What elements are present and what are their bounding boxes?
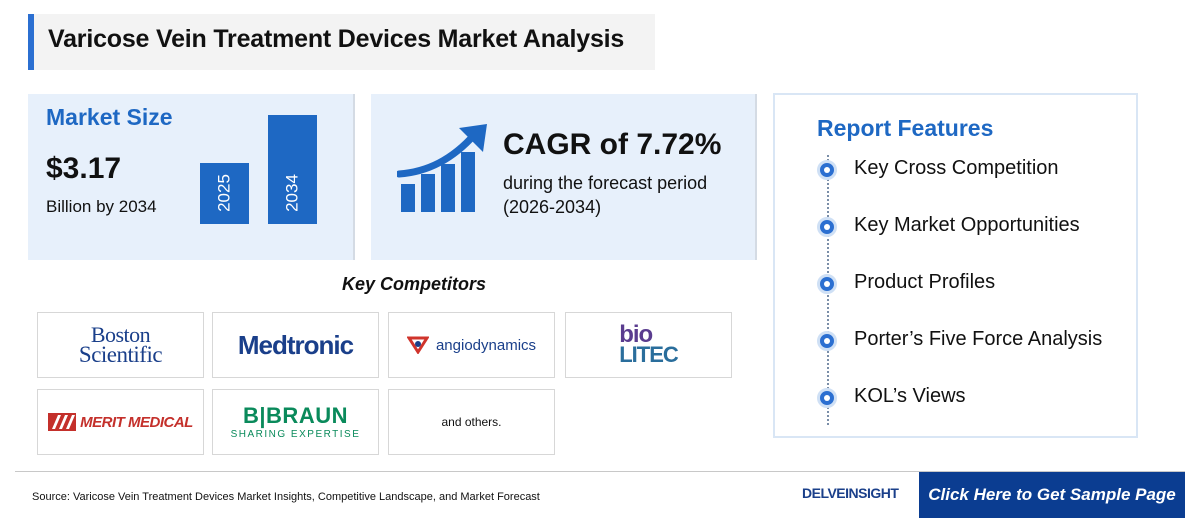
logo-merit-medical: MERIT MEDICAL	[37, 389, 204, 455]
source-note: Source: Varicose Vein Treatment Devices …	[32, 491, 540, 503]
feature-label: Product Profiles	[854, 271, 996, 293]
bar-2034: 2034	[268, 115, 317, 224]
feature-label: Key Cross Competition	[854, 157, 1059, 179]
bullet-icon	[817, 217, 837, 237]
bar-label-2025: 2025	[214, 174, 234, 212]
feature-label: Key Market Opportunities	[854, 214, 1080, 236]
delveinsight-logo[interactable]: DELVEINSIGHT	[802, 485, 899, 501]
footer-divider	[15, 471, 1185, 472]
feature-label: KOL’s Views	[854, 385, 966, 407]
report-features-heading: Report Features	[817, 115, 994, 141]
market-size-heading: Market Size	[46, 104, 173, 130]
others-label: and others.	[441, 415, 502, 429]
bar-2025: 2025	[200, 163, 249, 224]
medtronic-wordmark: Medtronic	[237, 329, 354, 360]
angiodynamics-wordmark: angiodynamics	[435, 336, 537, 354]
sample-page-button[interactable]: Click Here to Get Sample Page	[919, 472, 1185, 518]
bbraun-tagline: SHARING EXPERTISE	[230, 428, 361, 440]
cagr-subtext: during the forecast period (2026-2034)	[503, 173, 708, 217]
report-features-panel: Report Features Key Cross Competition Ke…	[773, 93, 1138, 438]
cagr-value: CAGR of 7.72%	[503, 128, 722, 161]
market-size-panel: Market Size $3.17 Billion by 2034 2025 2…	[28, 94, 355, 260]
bullet-icon	[817, 274, 837, 294]
merit-icon	[48, 413, 77, 431]
bullet-icon	[817, 388, 837, 408]
bullet-icon	[817, 331, 837, 351]
growth-chart-icon	[397, 124, 487, 212]
bbraun-wordmark: B|BRAUN	[243, 402, 348, 428]
angiodynamics-icon	[406, 336, 429, 354]
logo-others: and others.	[388, 389, 555, 455]
sample-page-label: Click Here to Get Sample Page	[928, 485, 1176, 504]
bullet-icon	[817, 160, 837, 180]
logo-bbraun: B|BRAUN SHARING EXPERTISE	[212, 389, 379, 455]
market-size-value: $3.17	[46, 152, 122, 185]
logo-boston-scientific: Boston Scientific	[37, 312, 204, 378]
competitors-heading: Key Competitors	[341, 274, 487, 294]
logo-biolitec: bio LITEC	[565, 312, 732, 378]
market-size-subtext: Billion by 2034	[46, 197, 157, 216]
bar-label-2034: 2034	[282, 174, 302, 212]
title-bar: Varicose Vein Treatment Devices Market A…	[28, 14, 655, 70]
cagr-panel: CAGR of 7.72% during the forecast period…	[371, 94, 757, 260]
feature-label: Porter’s Five Force Analysis	[854, 328, 1103, 350]
logo-angiodynamics: angiodynamics	[388, 312, 555, 378]
logo-medtronic: Medtronic	[212, 312, 379, 378]
page-title: Varicose Vein Treatment Devices Market A…	[48, 25, 625, 53]
merit-wordmark: MERIT MEDICAL	[80, 413, 193, 431]
